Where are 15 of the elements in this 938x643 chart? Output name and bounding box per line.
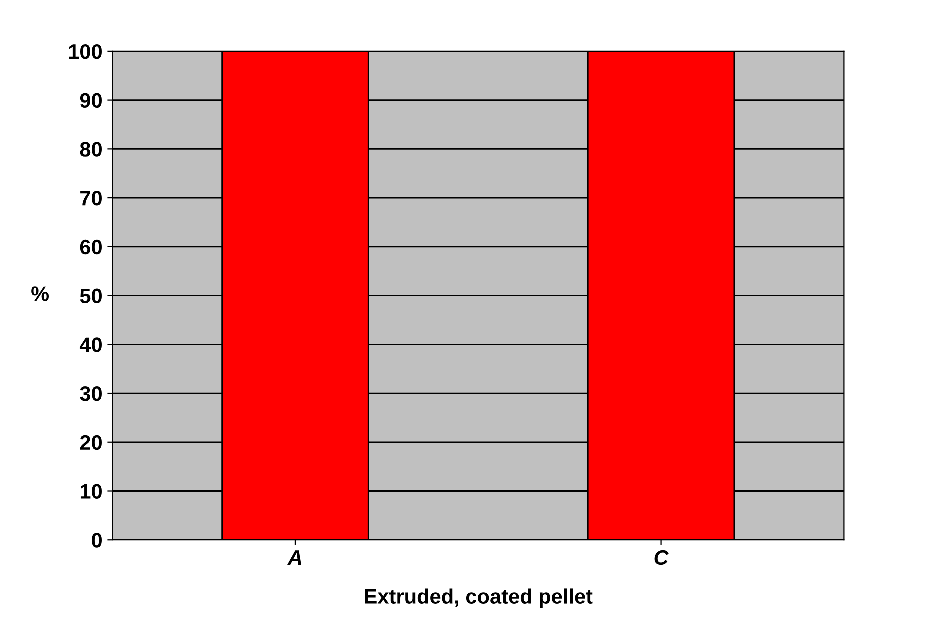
y-tick-label: 100 bbox=[69, 44, 102, 60]
x-axis-title: Extruded, coated pellet bbox=[365, 588, 593, 608]
y-tick-label: 50 bbox=[80, 288, 102, 304]
y-tick-label: 60 bbox=[80, 240, 102, 255]
y-tick-label: 0 bbox=[92, 533, 102, 548]
y-axis-title: % bbox=[32, 286, 50, 302]
y-tick-label: 20 bbox=[80, 435, 102, 450]
y-tick-label: 30 bbox=[80, 386, 102, 402]
y-tick-label: 70 bbox=[80, 191, 102, 206]
x-tick-label: A bbox=[288, 550, 302, 565]
y-tick-label: 10 bbox=[80, 484, 102, 500]
y-tick-label: 40 bbox=[80, 338, 102, 352]
x-tick-label: C bbox=[654, 550, 670, 566]
y-tick-label: 80 bbox=[80, 142, 102, 157]
y-tick-label: 90 bbox=[80, 93, 102, 108]
